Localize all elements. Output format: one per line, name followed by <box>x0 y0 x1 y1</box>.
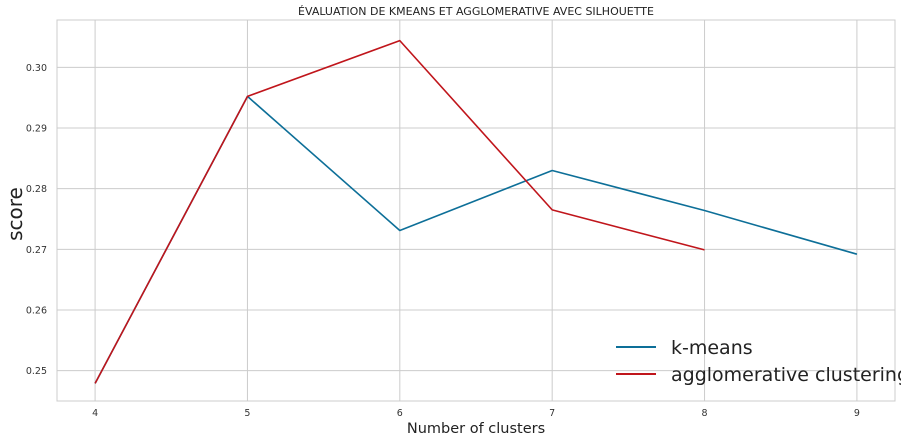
x-tick-label: 5 <box>244 408 250 419</box>
y-tick-label: 0.25 <box>26 366 47 377</box>
y-tick-label: 0.29 <box>26 123 47 134</box>
y-tick-label: 0.30 <box>26 63 47 74</box>
y-axis-label: score <box>3 187 27 241</box>
y-tick-label: 0.28 <box>26 184 47 195</box>
x-tick-label: 4 <box>92 408 98 419</box>
legend: k-means agglomerative clustering <box>616 337 901 386</box>
y-tick-label: 0.26 <box>26 305 47 316</box>
legend-label-kmeans: k-means <box>671 337 753 359</box>
x-axis-label: Number of clusters <box>407 421 545 437</box>
legend-label-agglomerative: agglomerative clustering <box>671 364 901 386</box>
tick-labels: 4 5 6 7 8 9 0.25 0.26 0.27 0.28 0.29 0.30 <box>26 63 860 419</box>
plot-area <box>56 19 896 402</box>
x-tick-label: 8 <box>702 408 708 419</box>
series-layer <box>94 39 858 384</box>
x-tick-label: 9 <box>854 408 860 419</box>
chart-title: ÉVALUATION DE KMEANS ET AGGLOMERATIVE AV… <box>298 5 654 18</box>
y-tick-label: 0.27 <box>26 245 47 256</box>
x-tick-label: 7 <box>549 408 555 419</box>
agglomerative-series-line <box>94 39 705 384</box>
x-tick-label: 6 <box>397 408 403 419</box>
